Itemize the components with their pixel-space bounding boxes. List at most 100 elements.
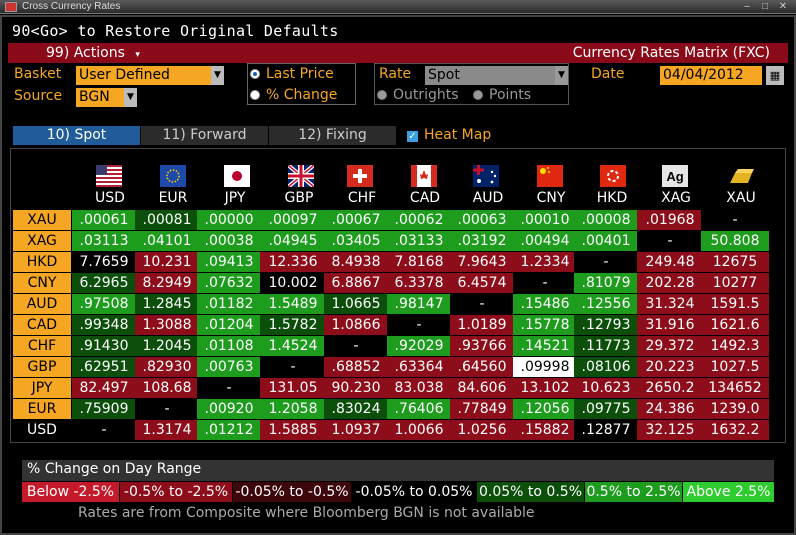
rate-cell[interactable]: .08106	[574, 357, 638, 377]
basket-dropdown-icon[interactable]: ▼	[211, 66, 224, 85]
date-field[interactable]: 04/04/2012	[660, 66, 762, 85]
actions-menu[interactable]: 99) Actions ▾	[46, 43, 140, 65]
rate-cell[interactable]: 10.231	[135, 252, 199, 272]
rate-cell[interactable]: .00920	[197, 399, 261, 419]
row-header[interactable]: HKD	[13, 252, 71, 272]
rate-cell[interactable]: 32.125	[637, 420, 703, 440]
rate-cell[interactable]: .00000	[197, 210, 261, 230]
rate-cell[interactable]: 249.48	[637, 252, 703, 272]
rate-cell[interactable]: 1.2334	[513, 252, 577, 272]
row-header[interactable]: CHF	[13, 336, 71, 356]
rate-cell[interactable]: .82930	[135, 357, 199, 377]
calendar-icon[interactable]: ▦	[766, 66, 784, 85]
rate-cell[interactable]: 1.2058	[260, 399, 326, 419]
rate-cell[interactable]: .12556	[574, 294, 638, 314]
rate-cell[interactable]: 1.3088	[135, 315, 199, 335]
row-header[interactable]: XAU	[13, 210, 71, 230]
rate-cell[interactable]: .83024	[324, 399, 388, 419]
column-header[interactable]: HKD	[596, 190, 628, 206]
rate-cell[interactable]: 6.2965	[72, 273, 136, 293]
rate-cell[interactable]: 1632.2	[701, 420, 769, 440]
rate-cell[interactable]: 10277	[701, 273, 769, 293]
rate-cell[interactable]: 83.038	[387, 378, 451, 398]
rate-select[interactable]: Spot	[425, 66, 555, 85]
rate-cell[interactable]: .00763	[197, 357, 261, 377]
rate-cell[interactable]: 1.4524	[260, 336, 326, 356]
rate-cell[interactable]: .03405	[324, 231, 388, 251]
rate-cell[interactable]: 8.2949	[135, 273, 199, 293]
rate-cell[interactable]: .99348	[72, 315, 136, 335]
rate-cell[interactable]: 1.5885	[260, 420, 326, 440]
rate-cell[interactable]: .12056	[513, 399, 577, 419]
column-header[interactable]: USD	[95, 190, 125, 206]
rate-cell[interactable]: 29.372	[637, 336, 703, 356]
rate-cell[interactable]: 24.386	[637, 399, 703, 419]
rate-cell[interactable]: .09413	[197, 252, 261, 272]
rate-cell[interactable]: .03192	[450, 231, 514, 251]
column-header[interactable]: EUR	[158, 190, 188, 206]
rate-cell[interactable]: .00494	[513, 231, 577, 251]
rate-cell[interactable]: -	[637, 231, 703, 251]
rate-cell[interactable]: 8.4938	[324, 252, 388, 272]
column-header[interactable]: CNY	[536, 190, 566, 206]
rate-cell[interactable]: .75909	[72, 399, 136, 419]
source-select[interactable]: BGN	[76, 88, 124, 107]
rate-cell[interactable]: 1.5782	[260, 315, 326, 335]
rate-cell[interactable]: .01182	[197, 294, 261, 314]
rate-cell[interactable]: .12793	[574, 315, 638, 335]
rate-cell[interactable]: .01108	[197, 336, 261, 356]
rate-cell[interactable]: .04101	[135, 231, 199, 251]
rate-cell[interactable]: .91430	[72, 336, 136, 356]
rate-cell[interactable]: .68852	[324, 357, 388, 377]
rate-cell[interactable]: .04945	[260, 231, 326, 251]
rate-cell[interactable]: .00401	[574, 231, 638, 251]
rate-cell[interactable]: 108.68	[135, 378, 199, 398]
rate-cell[interactable]: 90.230	[324, 378, 388, 398]
rate-cell[interactable]: 1.5489	[260, 294, 326, 314]
row-header[interactable]: GBP	[13, 357, 71, 377]
tab-forward[interactable]: 11) Forward	[141, 126, 268, 145]
rate-cell[interactable]: .77849	[450, 399, 514, 419]
column-header[interactable]: XAU	[726, 190, 756, 206]
rate-cell[interactable]: .14521	[513, 336, 577, 356]
rate-cell[interactable]: .15486	[513, 294, 577, 314]
rate-cell[interactable]: .00061	[72, 210, 136, 230]
row-header[interactable]: XAG	[13, 231, 71, 251]
rate-cell[interactable]: -	[260, 357, 326, 377]
basket-select[interactable]: User Defined	[76, 66, 211, 85]
maximize-icon[interactable]: □	[761, 1, 769, 12]
rate-cell[interactable]: -	[324, 336, 388, 356]
rate-cell[interactable]: 84.606	[450, 378, 514, 398]
rate-cell[interactable]: 2650.2	[637, 378, 703, 398]
rate-cell[interactable]: 1.0937	[324, 420, 388, 440]
radio-outrights[interactable]: Outrights	[377, 86, 459, 104]
rate-cell[interactable]: .15882	[513, 420, 577, 440]
minimize-icon[interactable]: –	[744, 1, 750, 12]
column-header[interactable]: CHF	[347, 190, 377, 206]
row-header[interactable]: CNY	[13, 273, 71, 293]
rate-cell[interactable]: 1.3174	[135, 420, 199, 440]
rate-cell[interactable]: .01204	[197, 315, 261, 335]
column-header[interactable]: JPY	[224, 190, 246, 206]
rate-cell[interactable]: .00062	[387, 210, 451, 230]
radio-last-price[interactable]: Last Price	[250, 65, 334, 83]
rate-cell[interactable]: .01212	[197, 420, 261, 440]
rate-cell[interactable]: -	[701, 210, 769, 230]
rate-cell[interactable]: .11773	[574, 336, 638, 356]
rate-cell[interactable]: 1.0866	[324, 315, 388, 335]
rate-cell[interactable]: 1492.3	[701, 336, 769, 356]
rate-cell[interactable]: .98147	[387, 294, 451, 314]
rate-cell[interactable]: .07632	[197, 273, 261, 293]
rate-cell[interactable]: .00063	[450, 210, 514, 230]
command-line[interactable]: 90<Go> to Restore Original Defaults	[12, 22, 339, 40]
rate-cell[interactable]: .81079	[574, 273, 638, 293]
rate-cell[interactable]: -	[387, 315, 451, 335]
row-header[interactable]: EUR	[13, 399, 71, 419]
column-header[interactable]: XAG	[661, 190, 691, 206]
rate-cell[interactable]: 10.623	[574, 378, 638, 398]
rate-cell[interactable]: .03133	[387, 231, 451, 251]
rate-cell[interactable]: 131.05	[260, 378, 326, 398]
rate-cell[interactable]: 1.0066	[387, 420, 451, 440]
rate-cell[interactable]: 1591.5	[701, 294, 769, 314]
column-header[interactable]: AUD	[472, 190, 504, 206]
